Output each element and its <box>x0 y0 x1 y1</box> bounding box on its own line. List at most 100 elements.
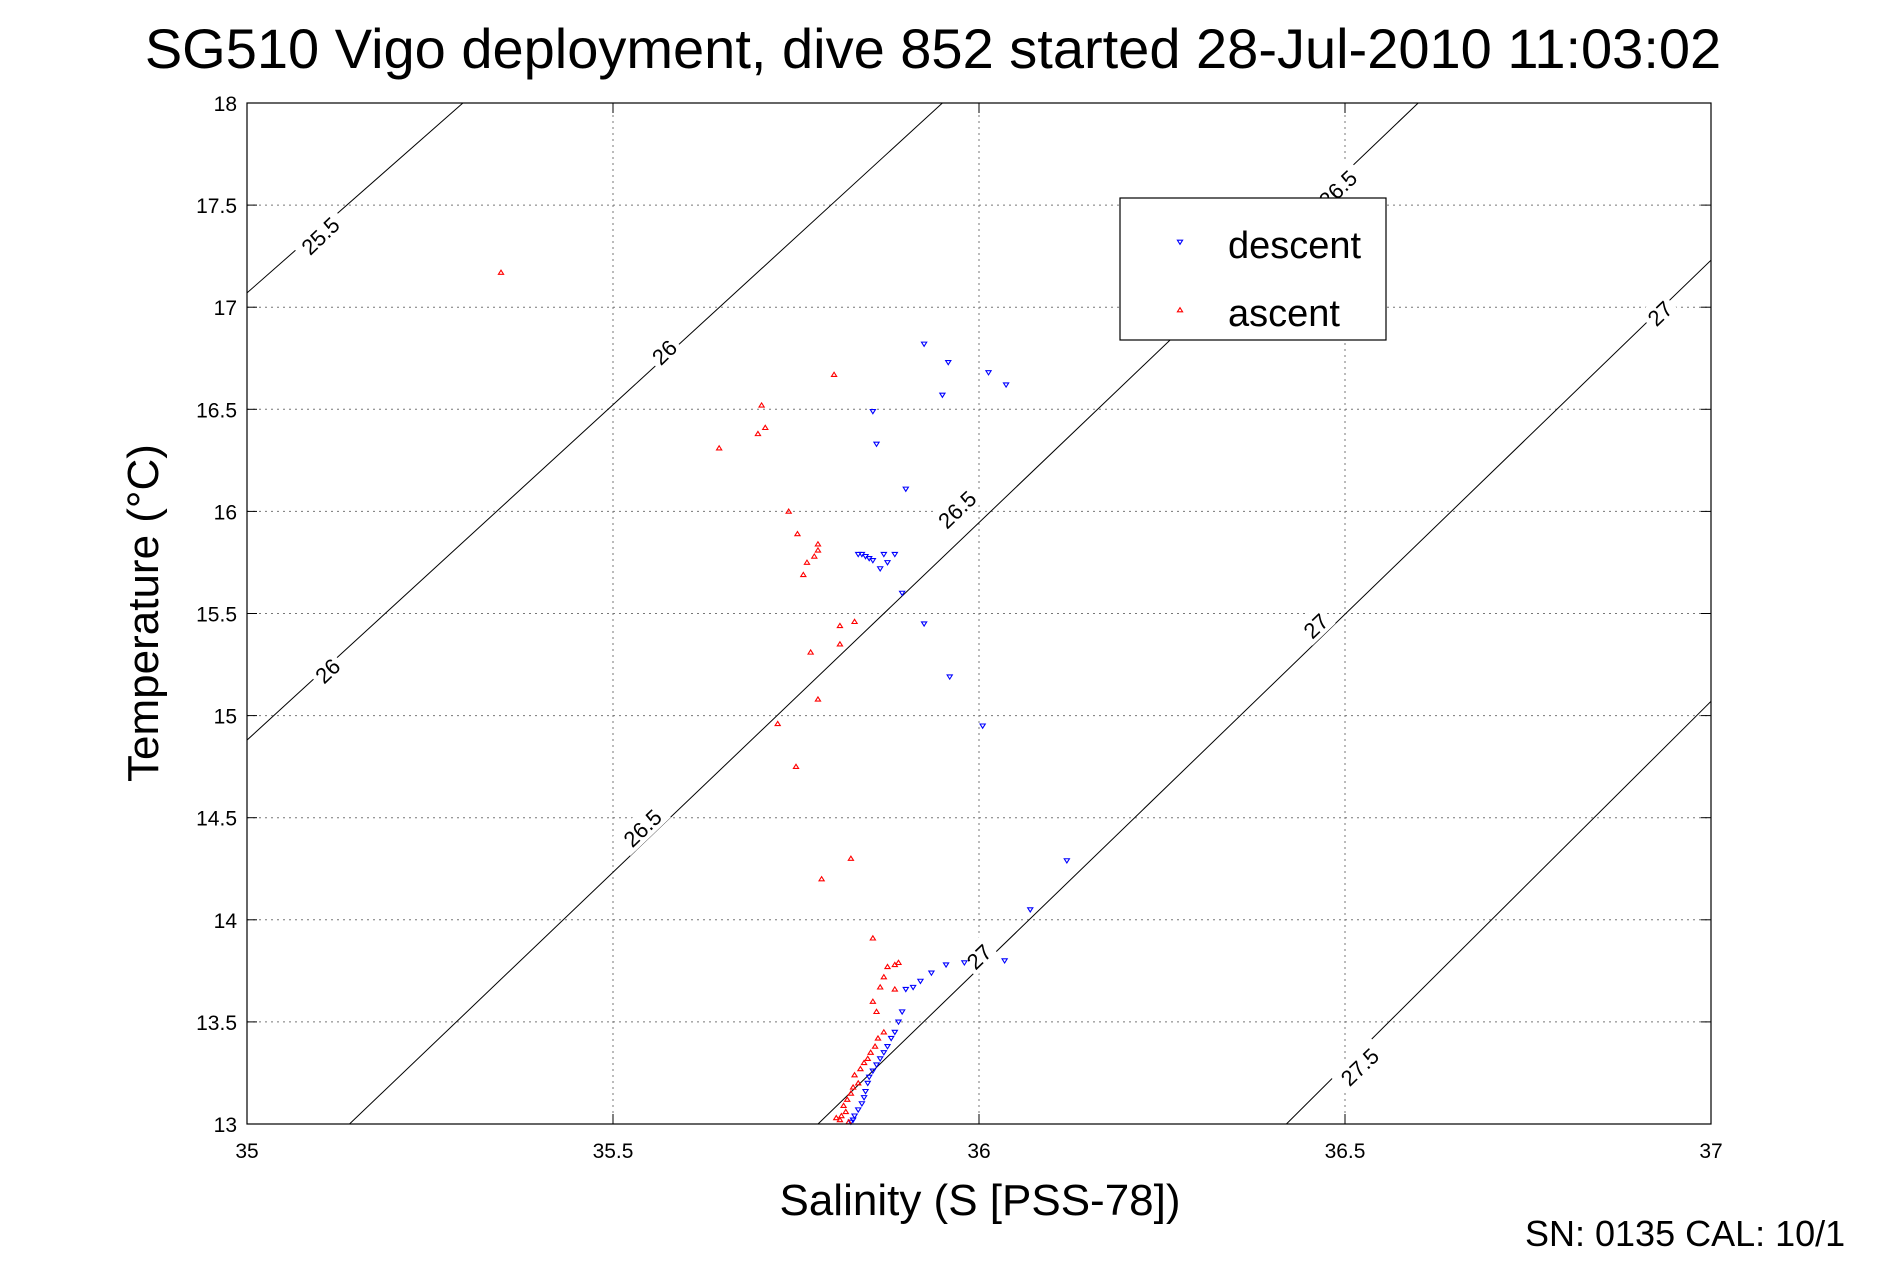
ascent-point <box>883 963 892 970</box>
descent-point <box>872 1062 881 1069</box>
y-axis-label: Temperature (°C) <box>119 444 168 782</box>
y-tick-label: 13 <box>214 1114 237 1137</box>
y-axis-ticks: 13 13.5 14 14.5 15 15.5 16 16.5 17 17.5 18 <box>196 93 1711 1137</box>
ascent-point <box>869 998 877 1004</box>
y-tick-label: 15.5 <box>196 604 237 627</box>
descent-point <box>858 1101 866 1107</box>
ascent-point <box>803 559 811 565</box>
ascent-point <box>761 424 769 431</box>
descent-point <box>1002 382 1010 389</box>
descent-point <box>869 558 877 564</box>
footer-serial-cal: SN: 0135 CAL: 10/1 <box>1525 1213 1845 1254</box>
ascent-legend-marker <box>1176 306 1184 313</box>
ascent-point <box>715 444 723 451</box>
x-tick-label: 35 <box>235 1140 258 1163</box>
contour-label-background <box>612 798 671 856</box>
descent-point <box>902 486 910 493</box>
descent-point <box>960 960 968 967</box>
y-tick-label: 13.5 <box>196 1012 237 1035</box>
contour-label-background <box>306 649 348 691</box>
ascent-point <box>792 763 800 770</box>
contour-label-background <box>957 935 999 977</box>
descent-legend-marker <box>1176 239 1184 246</box>
descent-point <box>898 590 906 597</box>
grid <box>247 103 1711 1124</box>
isopycnal-line-25.5 <box>247 103 464 294</box>
descent-point <box>880 551 888 558</box>
descent-point <box>883 560 892 566</box>
descent-point <box>880 1050 888 1056</box>
contour-label-background <box>927 479 986 538</box>
contour-label-background <box>1294 604 1336 646</box>
descent-point <box>1063 858 1071 864</box>
ascent-point <box>867 1049 875 1055</box>
ascent-point <box>814 540 822 547</box>
ascent-point <box>836 622 844 629</box>
descent-point <box>898 1009 906 1016</box>
ascent-point <box>854 1079 862 1086</box>
descent-point <box>869 408 877 415</box>
descent-point <box>920 621 928 628</box>
ascent-point <box>842 1108 850 1115</box>
descent-point <box>938 392 946 399</box>
ascent-point <box>836 640 844 647</box>
descent-point <box>942 962 950 969</box>
contour-label-background <box>642 330 685 372</box>
contour-label-background <box>1329 1037 1389 1095</box>
ascent-point <box>754 430 762 437</box>
legend-label-descent: descent <box>1228 225 1362 267</box>
ascent-point <box>894 959 903 966</box>
x-tick-label: 35.5 <box>593 1140 634 1163</box>
ascent-point <box>832 1114 840 1121</box>
ascent-point <box>871 1043 879 1049</box>
ascent-point <box>807 648 815 655</box>
ascent-point <box>869 934 877 941</box>
descent-point <box>850 1113 859 1120</box>
ascent-point <box>818 875 826 882</box>
ascent-point <box>880 1028 888 1035</box>
ascent-point <box>785 508 793 514</box>
x-axis-label: Salinity (S [PSS-78]) <box>779 1176 1180 1225</box>
ascent-point <box>860 1059 868 1066</box>
descent-point <box>869 1068 877 1075</box>
y-tick-label: 14 <box>214 910 238 933</box>
descent-point <box>944 359 952 366</box>
descent-point <box>876 1056 884 1063</box>
ascent-point <box>847 1089 855 1096</box>
x-tick-label: 36 <box>967 1140 990 1163</box>
x-tick-label: 36.5 <box>1325 1140 1366 1163</box>
isopycnal-line-26 <box>247 103 943 741</box>
legend-box <box>1119 197 1387 341</box>
y-tick-label: 16.5 <box>196 399 237 422</box>
descent-point <box>916 978 925 985</box>
ascent-point <box>891 961 899 968</box>
y-tick-label: 14.5 <box>196 808 237 831</box>
contour-label-background <box>1638 292 1680 334</box>
descent-point <box>854 551 862 558</box>
legend-label-ascent: ascent <box>1228 293 1340 335</box>
descent-point <box>891 1029 899 1036</box>
y-tick-label: 15 <box>214 706 237 729</box>
ascent-point <box>814 695 822 702</box>
contour-label-background <box>290 206 349 264</box>
descent-point <box>902 986 910 993</box>
descent-point <box>984 370 993 376</box>
ascent-point <box>837 1112 845 1119</box>
descent-point <box>847 1119 855 1126</box>
descent-point <box>1026 907 1034 913</box>
descent-point <box>883 1044 892 1050</box>
ascent-point <box>864 1055 872 1062</box>
descent-point <box>927 970 936 977</box>
ascent-point <box>876 983 884 990</box>
descent-point <box>887 1035 895 1042</box>
descent-point <box>891 551 899 558</box>
data-series <box>497 269 1071 1126</box>
ascent-point <box>891 985 899 992</box>
ascent-point <box>839 1102 848 1108</box>
chart-title: SG510 Vigo deployment, dive 852 started … <box>145 17 1721 80</box>
y-tick-label: 18 <box>214 93 237 116</box>
isopycnal-line-27 <box>817 259 1711 1124</box>
descent-point <box>872 441 881 448</box>
descent-point <box>979 723 987 730</box>
